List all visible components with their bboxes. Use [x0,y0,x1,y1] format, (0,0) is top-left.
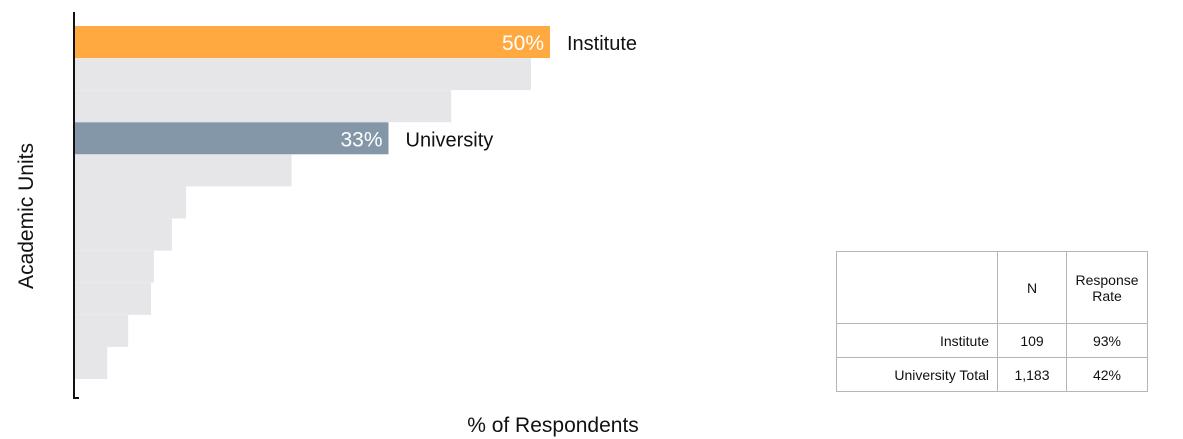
bar-value-label: 50% [502,32,544,55]
table-header-response-rate: Response Rate [1066,251,1148,324]
bar [75,250,154,283]
bar-category-label: University [406,129,494,151]
bar [75,90,452,123]
table-header-blank [836,251,998,324]
y-axis-title: Academic Units [15,143,38,289]
bar-institute [75,26,550,58]
bar-category-label: Institute [567,33,637,55]
bar-university [75,122,389,155]
bars-group: 50% Institute 33% University [75,26,637,379]
table-header-row: N Response Rate [836,251,1148,324]
bar [75,154,292,187]
bar [75,186,187,219]
table-cell-n: 1,183 [997,357,1067,392]
bar [75,218,172,251]
table-row: Institute 109 93% [836,323,1148,358]
table-cell-rate: 42% [1066,357,1148,392]
table-cell-name: University Total [836,357,998,392]
table-cell-rate: 93% [1066,323,1148,358]
table-row: University Total 1,183 42% [836,357,1148,392]
summary-table: N Response Rate Institute 109 93% Univer… [836,251,1148,392]
x-axis-title: % of Respondents [467,414,639,437]
table-header-n: N [997,251,1067,324]
bar [75,347,108,379]
table-cell-n: 109 [997,323,1067,358]
table-cell-name: Institute [836,323,998,358]
bar [75,314,129,347]
bar-value-label: 33% [340,128,382,151]
bar [75,58,531,91]
bar [75,282,151,315]
